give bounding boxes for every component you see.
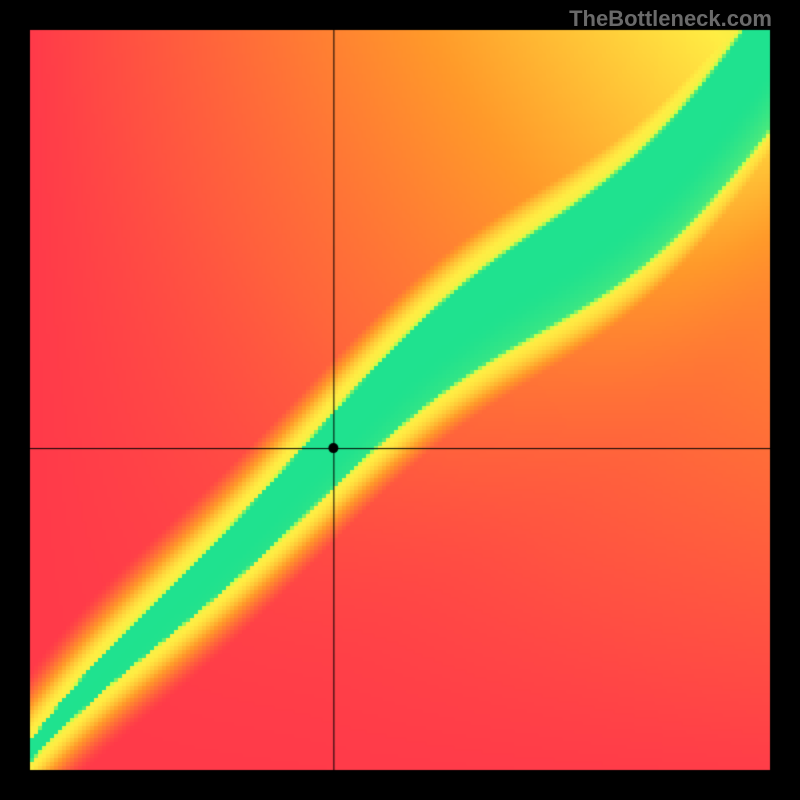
bottleneck-heatmap xyxy=(0,0,800,800)
chart-container: TheBottleneck.com xyxy=(0,0,800,800)
watermark-text: TheBottleneck.com xyxy=(569,6,772,32)
